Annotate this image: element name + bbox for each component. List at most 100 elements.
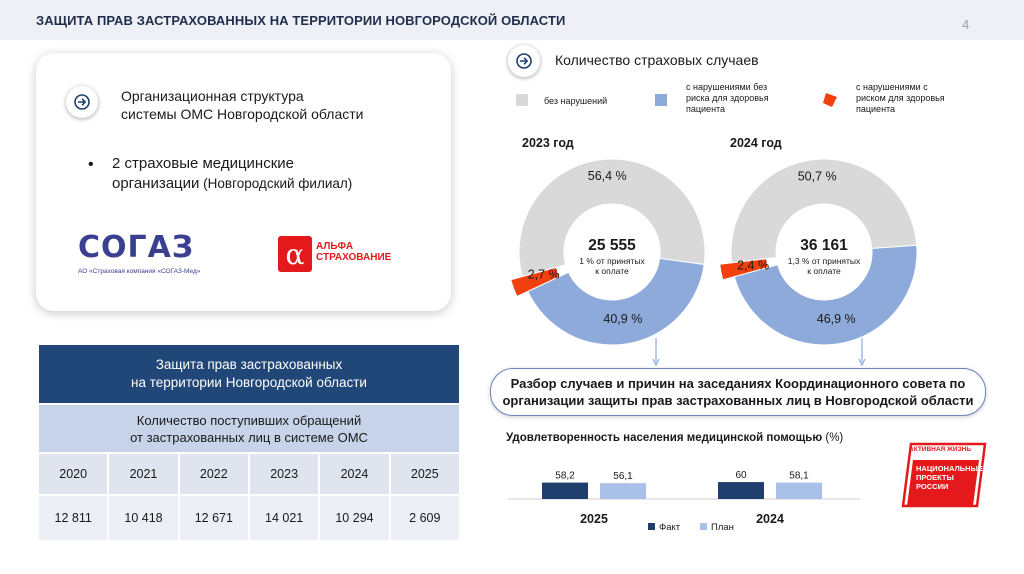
alfa-logo-text: АЛЬФА СТРАХОВАНИЕ xyxy=(316,241,391,263)
org-structure-title: Организационная структура системы ОМС Но… xyxy=(121,87,411,123)
legend-label-no-violations: без нарушений xyxy=(544,96,607,107)
alfa-logo-mark: α xyxy=(278,236,312,272)
table-cell-value: 2 609 xyxy=(390,496,459,540)
np-logo-main-text: НАЦИОНАЛЬНЫЕ ПРОЕКТЫ РОССИИ xyxy=(916,464,983,491)
donut-2023-title: 2023 год xyxy=(522,136,574,150)
org-title-line2: системы ОМС Новгородской области xyxy=(121,106,364,122)
legend-label-violations-risk: с нарушениями с риском для здоровья паци… xyxy=(856,82,945,115)
council-callout: Разбор случаев и причин на заседаниях Ко… xyxy=(490,368,986,416)
legend-line: риском для здоровья xyxy=(856,93,945,103)
header-bar xyxy=(0,0,1024,40)
donut-center-note: 1 % от принятых xyxy=(579,256,645,266)
bar-Факт xyxy=(542,482,588,499)
table-header-line2: на территории Новгородской области xyxy=(131,375,367,390)
legend-line: с нарушениями без xyxy=(686,82,768,92)
donut-2024-title: 2024 год xyxy=(730,136,782,150)
bar-legend-swatch xyxy=(700,523,707,530)
satisfaction-title-unit: (%) xyxy=(825,432,844,444)
legend-swatch-violations-risk xyxy=(823,93,837,107)
table-cell-value: 10 294 xyxy=(320,496,391,540)
bar-value-label: 58,1 xyxy=(789,471,809,482)
donut-slice-violations-no-risk xyxy=(527,257,705,346)
table-row-values: 12 811 10 418 12 671 14 021 10 294 2 609 xyxy=(39,494,459,540)
insurers-count-text: 2 страховые медицинские организации (Нов… xyxy=(112,154,432,194)
donut-slice-violations-risk xyxy=(719,258,769,281)
connector-arrow-icon xyxy=(652,358,660,367)
bar-legend-label: Факт xyxy=(659,522,681,533)
donut-slice-violations-no-risk xyxy=(733,244,918,346)
bullet-branch-note: (Новгородский филиал) xyxy=(199,176,353,191)
org-title-line1: Организационная структура xyxy=(121,88,304,104)
bar-category-label: 2025 xyxy=(580,512,608,526)
page-number: 4 xyxy=(962,17,970,32)
arrow-right-circle-icon[interactable] xyxy=(508,45,540,77)
satisfaction-title: Удовлетворенность населения медицинской … xyxy=(506,432,843,444)
arrow-right-circle-icon[interactable] xyxy=(66,86,98,118)
bar-legend-label: План xyxy=(711,522,734,533)
table-cell-year: 2023 xyxy=(249,454,321,494)
donut-data-label: 50,7 % xyxy=(798,169,837,183)
np-logo-line3: ПРОЕКТЫ xyxy=(916,473,954,482)
page-title: ЗАЩИТА ПРАВ ЗАСТРАХОВАННЫХ НА ТЕРРИТОРИИ… xyxy=(36,13,566,28)
legend-line: риска для здоровья xyxy=(686,93,769,103)
bullet-line1: 2 страховые медицинские xyxy=(112,155,294,172)
np-logo-line1: АКТИВНАЯ ЖИЗНЬ xyxy=(909,446,972,453)
arrow-right-icon xyxy=(516,53,532,69)
bullet-dot: • xyxy=(88,156,94,173)
bar-План xyxy=(600,483,646,499)
legend-label-violations-no-risk: с нарушениями без риска для здоровья пац… xyxy=(686,82,769,115)
bar-value-label: 58,2 xyxy=(555,471,575,482)
donut-center-value: 36 161 xyxy=(800,237,848,254)
table-cell-year: 2022 xyxy=(179,454,250,494)
donut-data-label: 56,4 % xyxy=(588,169,627,183)
legend-swatch-no-violations xyxy=(516,94,528,106)
donut-data-label: 40,9 % xyxy=(603,312,642,326)
alfa-line2: СТРАХОВАНИЕ xyxy=(316,252,392,263)
table-cell-value: 12 811 xyxy=(39,496,110,540)
donut-chart-2024: 50,7 % 46,9 % 2,4 % 36 161 1,3 % от принятых… xyxy=(719,158,918,367)
table-cell-year: 2020 xyxy=(39,454,110,494)
table-cell-year: 2021 xyxy=(109,454,180,494)
donut-center-note: к оплате xyxy=(595,266,629,276)
table-sub-line2: от застрахованных лиц в системе ОМС xyxy=(130,429,368,445)
bar-category-label: 2024 xyxy=(756,512,784,526)
legend-line: пациента xyxy=(686,104,726,114)
donut-center-note: к оплате xyxy=(807,266,841,276)
donut-slice-no-violations xyxy=(730,158,918,264)
org-structure-card xyxy=(36,53,451,311)
table-cell-value: 10 418 xyxy=(109,496,180,540)
table-cell-value: 14 021 xyxy=(249,496,321,540)
donut-chart-2023: 56,4 % 40,9 % 2,7 % 25 555 1 % от принятыхк … xyxy=(510,158,706,367)
bar-legend-swatch xyxy=(648,523,655,530)
table-row-years: 2020 2021 2022 2023 2024 2025 xyxy=(39,452,459,494)
donut-slice-no-violations xyxy=(518,158,706,278)
table-cell-year: 2025 xyxy=(390,454,459,494)
np-logo-line2: НАЦИОНАЛЬНЫЕ xyxy=(916,464,983,473)
bar-value-label: 56,1 xyxy=(613,471,633,482)
donut-data-label: 2,4 % xyxy=(737,258,769,272)
arrow-right-icon xyxy=(74,94,90,110)
legend-swatch-violations-no-risk xyxy=(655,94,667,106)
table-subheader: Количество поступивших обращений от заст… xyxy=(39,403,459,452)
donut-slice-violations-risk xyxy=(510,266,561,298)
table-cell-year: 2024 xyxy=(320,454,391,494)
bar-Факт xyxy=(718,482,764,499)
table-cell-value: 12 671 xyxy=(179,496,250,540)
callout-line1: Разбор случаев и причин на заседаниях Ко… xyxy=(510,376,966,391)
np-logo-line4: РОССИИ xyxy=(916,482,949,491)
legend-line: пациента xyxy=(856,104,896,114)
bar-value-label: 60 xyxy=(735,470,747,481)
satisfaction-bar-chart: 58,2 56,1 2025 60 58,1 2024 Факт План xyxy=(508,470,860,533)
appeals-table: Защита прав застрахованных на территории… xyxy=(39,345,459,540)
callout-line2: организации защиты прав застрахованных л… xyxy=(502,393,974,408)
donut-center-value: 25 555 xyxy=(588,237,636,254)
cases-title: Количество страховых случаев xyxy=(555,52,759,68)
table-header-line1: Защита прав застрахованных xyxy=(155,357,343,372)
alfa-line1: АЛЬФА xyxy=(316,241,354,252)
donut-data-label: 46,9 % xyxy=(817,312,856,326)
satisfaction-title-text: Удовлетворенность населения медицинской … xyxy=(506,432,823,444)
connector-arrow-icon xyxy=(858,358,866,367)
donut-data-label: 2,7 % xyxy=(528,268,560,282)
donut-center-note: 1,3 % от принятых xyxy=(788,256,861,266)
table-sub-line1: Количество поступивших обращений xyxy=(136,412,362,428)
